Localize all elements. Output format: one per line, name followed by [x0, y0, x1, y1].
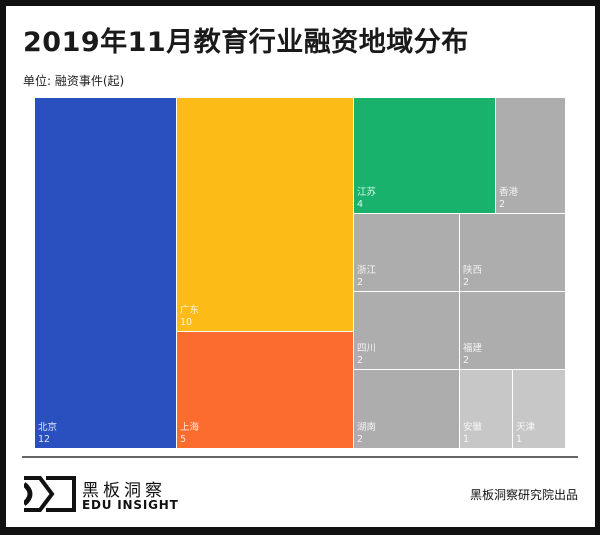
cell-label: 广东 10 — [180, 305, 199, 329]
cell-label: 福建 2 — [463, 343, 482, 367]
cell-label: 陕西 2 — [463, 265, 482, 289]
cell-label: 浙江 2 — [357, 265, 376, 289]
cell-value: 12 — [38, 434, 51, 445]
cell-name: 安徽 — [463, 422, 483, 433]
cell-name: 四川 — [357, 343, 377, 354]
cell-label: 香港 2 — [499, 187, 518, 211]
cell-label: 天津 1 — [516, 422, 535, 446]
source-credit: 黑板洞察研究院出品 — [469, 488, 578, 502]
cell-name: 江苏 — [357, 187, 377, 198]
logo-chinese-text: 黑板洞察 — [82, 481, 166, 501]
cell-name: 香港 — [499, 187, 519, 198]
brand-logo: 黑板洞察 EDU INSIGHT — [24, 476, 204, 516]
treemap-cell-zhejiang[interactable]: 浙江 2 — [354, 214, 460, 292]
eye-logo-icon — [24, 476, 76, 512]
treemap: 北京 12 广东 10 上海 5 江苏 4 — [6, 6, 595, 527]
cell-label: 北京 12 — [38, 422, 57, 446]
cell-value: 1 — [463, 434, 470, 445]
cell-value: 4 — [357, 199, 364, 210]
cell-name: 湖南 — [357, 422, 377, 433]
cell-name: 北京 — [38, 422, 58, 433]
treemap-cell-shaanxi[interactable]: 陕西 2 — [460, 214, 566, 292]
cell-value: 1 — [516, 434, 523, 445]
unit-label: 单位: 融资事件(起) — [23, 74, 125, 88]
treemap-cell-jiangsu[interactable]: 江苏 4 — [354, 98, 496, 214]
treemap-cell-hunan[interactable]: 湖南 2 — [354, 370, 460, 449]
cell-label: 四川 2 — [357, 343, 376, 367]
cell-value: 2 — [499, 199, 506, 210]
cell-label: 湖南 2 — [357, 422, 376, 446]
cell-label: 上海 5 — [180, 422, 199, 446]
cell-value: 10 — [180, 317, 193, 328]
cell-value: 2 — [463, 355, 470, 366]
cell-name: 上海 — [180, 422, 200, 433]
treemap-cell-shanghai[interactable]: 上海 5 — [177, 332, 354, 449]
cell-name: 天津 — [516, 422, 536, 433]
cell-name: 广东 — [180, 305, 200, 316]
treemap-cell-guangdong[interactable]: 广东 10 — [177, 98, 354, 332]
treemap-cell-fujian[interactable]: 福建 2 — [460, 292, 566, 370]
cell-name: 陕西 — [463, 265, 483, 276]
chart-canvas: 2019年11月教育行业融资地域分布 单位: 融资事件(起) 北京 12 广东 … — [6, 6, 595, 527]
cell-value: 2 — [463, 277, 470, 288]
cell-value: 2 — [357, 355, 364, 366]
logo-english-text: EDU INSIGHT — [82, 498, 179, 512]
cell-name: 浙江 — [357, 265, 377, 276]
treemap-cell-anhui[interactable]: 安徽 1 — [460, 370, 513, 449]
treemap-cell-sichuan[interactable]: 四川 2 — [354, 292, 460, 370]
cell-label: 江苏 4 — [357, 187, 376, 211]
footer-divider — [22, 456, 578, 458]
cell-value: 2 — [357, 277, 364, 288]
cell-value: 5 — [180, 434, 187, 445]
chart-title: 2019年11月教育行业融资地域分布 — [23, 27, 469, 58]
treemap-cell-hongkong[interactable]: 香港 2 — [496, 98, 566, 214]
treemap-cell-tianjin[interactable]: 天津 1 — [513, 370, 566, 449]
cell-name: 福建 — [463, 343, 483, 354]
treemap-cell-beijing[interactable]: 北京 12 — [35, 98, 177, 449]
cell-label: 安徽 1 — [463, 422, 482, 446]
cell-value: 2 — [357, 434, 364, 445]
